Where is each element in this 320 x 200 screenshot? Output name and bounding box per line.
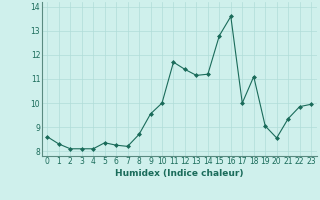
X-axis label: Humidex (Indice chaleur): Humidex (Indice chaleur) <box>115 169 244 178</box>
